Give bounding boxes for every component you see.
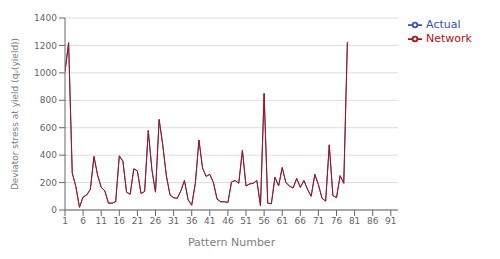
svg-text:31: 31 xyxy=(168,216,179,226)
svg-text:1200: 1200 xyxy=(34,41,57,51)
svg-text:Deviator stress at yield (qᵤ(y: Deviator stress at yield (qᵤ(yield)) xyxy=(10,38,20,190)
svg-text:71: 71 xyxy=(313,216,324,226)
svg-text:66: 66 xyxy=(295,216,307,226)
html-text:Actual: Actual xyxy=(426,18,461,31)
svg-text:86: 86 xyxy=(367,216,379,226)
svg-text:Pattern Number: Pattern Number xyxy=(188,236,276,249)
svg-text:21: 21 xyxy=(132,216,143,226)
svg-text:6: 6 xyxy=(80,216,86,226)
svg-text:1000: 1000 xyxy=(34,68,57,78)
svg-text:16: 16 xyxy=(114,216,126,226)
svg-text:26: 26 xyxy=(150,216,162,226)
svg-text:91: 91 xyxy=(385,216,396,226)
svg-text:46: 46 xyxy=(222,216,234,226)
svg-text:400: 400 xyxy=(40,150,57,160)
svg-text:11: 11 xyxy=(95,216,106,226)
svg-text:81: 81 xyxy=(349,216,360,226)
svg-text:41: 41 xyxy=(204,216,215,226)
svg-text:76: 76 xyxy=(331,216,343,226)
svg-text:51: 51 xyxy=(240,216,251,226)
svg-text:200: 200 xyxy=(40,178,57,188)
html-text:Network: Network xyxy=(426,32,472,45)
svg-text:1400: 1400 xyxy=(34,13,57,23)
svg-text:1: 1 xyxy=(62,216,68,226)
svg-text:800: 800 xyxy=(40,95,57,105)
svg-text:36: 36 xyxy=(186,216,198,226)
svg-text:0: 0 xyxy=(51,205,57,215)
svg-text:600: 600 xyxy=(40,123,57,133)
svg-text:56: 56 xyxy=(258,216,270,226)
svg-text:61: 61 xyxy=(276,216,287,226)
